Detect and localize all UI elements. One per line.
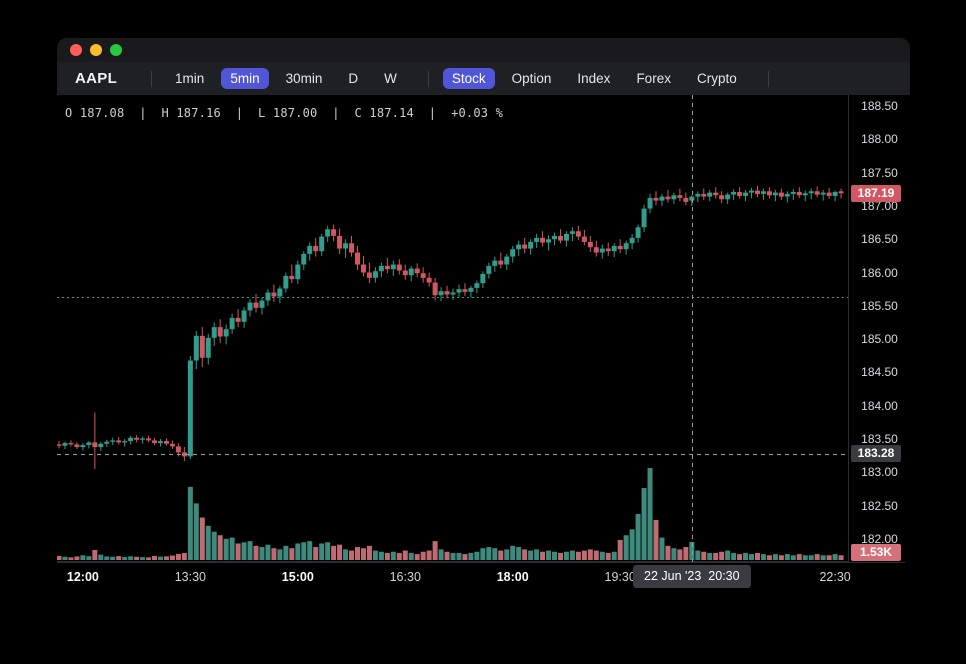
time-tick: 22:30 (819, 570, 851, 584)
price-tick: 183.00 (861, 465, 898, 480)
window-titlebar[interactable] (57, 38, 910, 62)
price-tick: 182.50 (861, 498, 898, 513)
toolbar-divider (151, 70, 153, 87)
timeframe-week[interactable]: W (384, 71, 397, 86)
price-tick: 186.50 (861, 232, 898, 247)
price-tick: 184.50 (861, 365, 898, 380)
price-axis[interactable]: 187.19 183.28 1.53K 188.50 188.00 187.50 18… (848, 95, 910, 562)
timeframe-5min[interactable]: 5min (221, 68, 269, 89)
candlestick-chart-canvas[interactable] (57, 95, 848, 562)
time-tick: 19:30 (604, 570, 636, 584)
time-axis-rule (57, 562, 905, 563)
crosshair-price-badge: 183.28 (851, 445, 901, 463)
minimize-button[interactable] (90, 44, 102, 56)
price-tick: 186.00 (861, 265, 898, 280)
time-tick: 13:30 (174, 570, 206, 584)
last-price-badge: 187.19 (851, 184, 901, 202)
price-tick: 188.50 (861, 99, 898, 113)
symbol-label: AAPL (75, 70, 118, 87)
price-tick: 182.00 (861, 531, 898, 546)
maximize-button[interactable] (110, 44, 122, 56)
time-axis[interactable]: 22 Jun '23 20:30 12:00 13:30 15:00 16:30 18:… (57, 562, 910, 592)
price-tick: 187.00 (861, 198, 898, 213)
market-stock[interactable]: Stock (442, 68, 495, 89)
close-button[interactable] (70, 44, 82, 56)
trading-app-window: AAPL 1min 5min 30min D W Stock Option In… (57, 38, 910, 592)
price-tick: 185.50 (861, 298, 898, 313)
toolbar-divider (427, 70, 429, 87)
price-tick: 184.00 (861, 398, 898, 413)
price-tick: 183.50 (861, 432, 898, 447)
market-crypto[interactable]: Crypto (696, 71, 737, 86)
market-index[interactable]: Index (577, 71, 611, 86)
ohlc-readout: O 187.08 | H 187.16 | L 187.00 | C 187.1… (65, 106, 504, 120)
market-group: Stock Option Index Forex Crypto (442, 68, 754, 89)
timeframe-day[interactable]: D (348, 71, 359, 86)
chart-region: O 187.08 | H 187.16 | L 187.00 | C 187.1… (57, 95, 910, 562)
price-tick: 188.00 (861, 132, 898, 147)
time-tick: 12:00 (66, 570, 99, 584)
market-option[interactable]: Option (511, 71, 552, 86)
volume-badge: 1.53K (851, 544, 901, 561)
time-tick: 16:30 (389, 570, 421, 584)
price-tick: 187.50 (861, 165, 898, 180)
timeframe-group: 1min 5min 30min D W (166, 68, 414, 89)
crosshair-time-badge: 22 Jun '23 20:30 (632, 565, 751, 588)
timeframe-1min[interactable]: 1min (175, 71, 205, 86)
toolbar-divider (767, 70, 769, 87)
price-tick: 185.00 (861, 332, 898, 347)
toolbar: AAPL 1min 5min 30min D W Stock Option In… (57, 62, 910, 95)
market-forex[interactable]: Forex (636, 71, 671, 86)
time-tick: 15:00 (281, 570, 314, 584)
time-tick: 18:00 (496, 570, 529, 584)
timeframe-30min[interactable]: 30min (285, 71, 323, 86)
